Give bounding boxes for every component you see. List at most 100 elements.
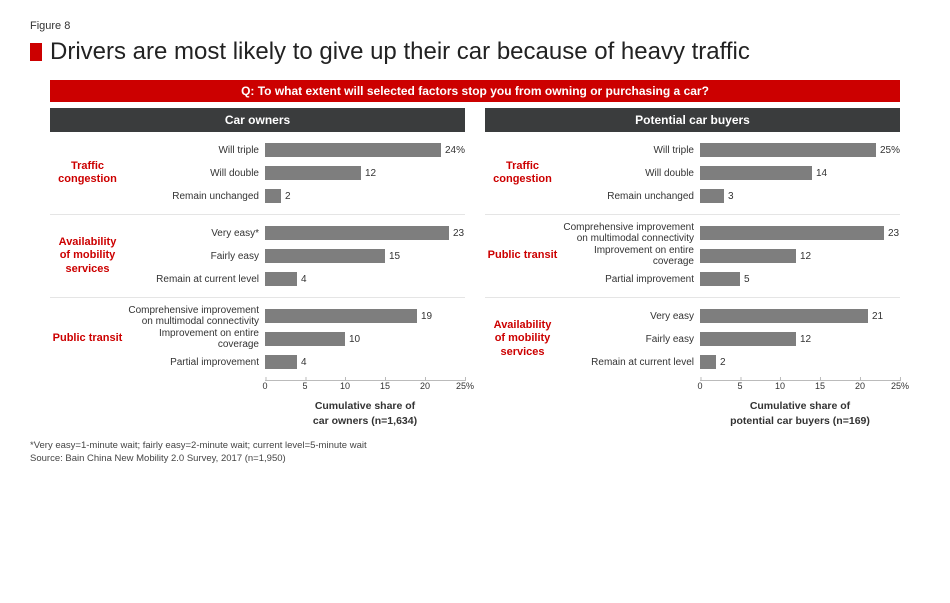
main-title: Drivers are most likely to give up their… xyxy=(50,38,750,66)
bar-track: 25% xyxy=(700,142,900,158)
bar-label: Comprehensive improvement on multimodal … xyxy=(125,305,265,327)
bar-value: 2 xyxy=(720,357,726,368)
bar-fill xyxy=(265,355,297,369)
axis-caption-line: Cumulative share of xyxy=(700,400,900,413)
bar-track: 23 xyxy=(700,225,900,241)
panel-header: Potential car buyers xyxy=(485,108,900,132)
axis-row: 0510152025% xyxy=(50,380,465,398)
bar-fill xyxy=(265,249,385,263)
axis-ticks: 0510152025% xyxy=(700,380,900,398)
bar-track: 12 xyxy=(700,248,900,264)
bar-label: Will triple xyxy=(560,145,700,156)
bar-fill xyxy=(265,166,361,180)
bar-row: Remain unchanged3 xyxy=(560,185,900,207)
bar-label: Remain unchanged xyxy=(560,191,700,202)
axis-caption-row: Cumulative share of car owners (n=1,634) xyxy=(50,398,465,427)
group-label: Public transit xyxy=(50,298,125,380)
bar-track: 15 xyxy=(265,248,465,264)
bar-label: Will double xyxy=(560,168,700,179)
bar-track: 4 xyxy=(265,271,465,287)
footnote-line-1: *Very easy=1-minute wait; fairly easy=2-… xyxy=(30,439,920,452)
bar-value: 12 xyxy=(365,168,376,179)
axis-caption-line: potential car buyers (n=169) xyxy=(700,415,900,428)
bar-value: 12 xyxy=(800,251,811,262)
bar-label: Partial improvement xyxy=(560,274,700,285)
axis-caption-line: car owners (n=1,634) xyxy=(265,415,465,428)
chart-group: Availability of mobility servicesVery ea… xyxy=(50,215,465,298)
bar-label: Partial improvement xyxy=(125,357,265,368)
chart-group: Traffic congestionWill triple25%Will dou… xyxy=(485,132,900,215)
bars-column: Very easy* 23 Fairly easy 15 Remain at curre… xyxy=(125,215,465,297)
figure-label: Figure 8 xyxy=(30,20,920,32)
bar-row: Improvement on entire coverage 10 xyxy=(125,328,465,350)
bar-track: 12 xyxy=(700,331,900,347)
chart-body: Traffic congestionWill triple24%Will dou… xyxy=(50,132,465,380)
bar-track: 2 xyxy=(700,354,900,370)
bar-fill xyxy=(700,226,884,240)
bars-column: Will triple25%Will double 14 Remain unchan… xyxy=(560,132,900,214)
accent-square-icon xyxy=(30,43,42,61)
bar-track: 5 xyxy=(700,271,900,287)
bar-fill xyxy=(265,272,297,286)
bar-row: Improvement on entire coverage 12 xyxy=(560,245,900,267)
bar-fill xyxy=(700,272,740,286)
bar-fill xyxy=(700,189,724,203)
bar-label: Very easy xyxy=(560,311,700,322)
bar-track: 21 xyxy=(700,308,900,324)
bar-row: Fairly easy 15 xyxy=(125,245,465,267)
bar-row: Will triple24% xyxy=(125,139,465,161)
bar-value: 23 xyxy=(888,228,899,239)
bar-value: 4 xyxy=(301,274,307,285)
bar-fill xyxy=(700,309,868,323)
axis-tick: 0 xyxy=(697,381,702,391)
bar-track: 24% xyxy=(265,142,465,158)
axis-tick: 15 xyxy=(380,381,390,391)
axis-caption-line: Cumulative share of xyxy=(265,400,465,413)
bar-fill xyxy=(700,143,876,157)
bar-row: Very easy* 23 xyxy=(125,222,465,244)
bar-track: 10 xyxy=(265,331,465,347)
group-label: Availability of mobility services xyxy=(485,298,560,380)
bar-track: 19 xyxy=(265,308,465,324)
bar-track: 4 xyxy=(265,354,465,370)
bar-fill xyxy=(700,166,812,180)
bar-track: 14 xyxy=(700,165,900,181)
axis-tick: 10 xyxy=(340,381,350,391)
footer: *Very easy=1-minute wait; fairly easy=2-… xyxy=(30,439,920,466)
bar-label: Improvement on entire coverage xyxy=(560,245,700,267)
bar-label: Remain unchanged xyxy=(125,191,265,202)
bar-value: 10 xyxy=(349,334,360,345)
bar-fill xyxy=(265,226,449,240)
bar-row: Partial improvement5 xyxy=(560,268,900,290)
bar-label: Remain at current level xyxy=(125,274,265,285)
bars-column: Comprehensive improvement on multimodal … xyxy=(125,298,465,380)
bar-value: 23 xyxy=(453,228,464,239)
chart-group: Public transitComprehensive improvement … xyxy=(485,215,900,298)
axis-caption-row: Cumulative share of potential car buyers … xyxy=(485,398,900,427)
bar-label: Fairly easy xyxy=(125,251,265,262)
bar-label: Fairly easy xyxy=(560,334,700,345)
bar-label: Will triple xyxy=(125,145,265,156)
bar-track: 23 xyxy=(265,225,465,241)
axis-tick: 10 xyxy=(775,381,785,391)
bar-value: 12 xyxy=(800,334,811,345)
question-bar: Q: To what extent will selected factors … xyxy=(50,80,900,102)
bar-value: 21 xyxy=(872,311,883,322)
bar-label: Remain at current level xyxy=(560,357,700,368)
axis-tick: 5 xyxy=(737,381,742,391)
bar-value: 15 xyxy=(389,251,400,262)
group-label: Availability of mobility services xyxy=(50,215,125,297)
title-row: Drivers are most likely to give up their… xyxy=(30,38,920,66)
axis-tick: 25% xyxy=(456,381,474,391)
bar-value: 14 xyxy=(816,168,827,179)
panel: Car ownersTraffic congestionWill triple2… xyxy=(50,108,465,427)
bar-label: Improvement on entire coverage xyxy=(125,328,265,350)
bar-row: Remain at current level 4 xyxy=(125,268,465,290)
footnote-line-2: Source: Bain China New Mobility 2.0 Surv… xyxy=(30,452,920,465)
axis-tick: 20 xyxy=(420,381,430,391)
axis-row: 0510152025% xyxy=(485,380,900,398)
bar-label: Very easy* xyxy=(125,228,265,239)
bars-column: Very easy 21 Fairly easy 12 Remain at curren… xyxy=(560,298,900,380)
bar-row: Remain at current level 2 xyxy=(560,351,900,373)
panels-container: Car ownersTraffic congestionWill triple2… xyxy=(50,108,900,427)
